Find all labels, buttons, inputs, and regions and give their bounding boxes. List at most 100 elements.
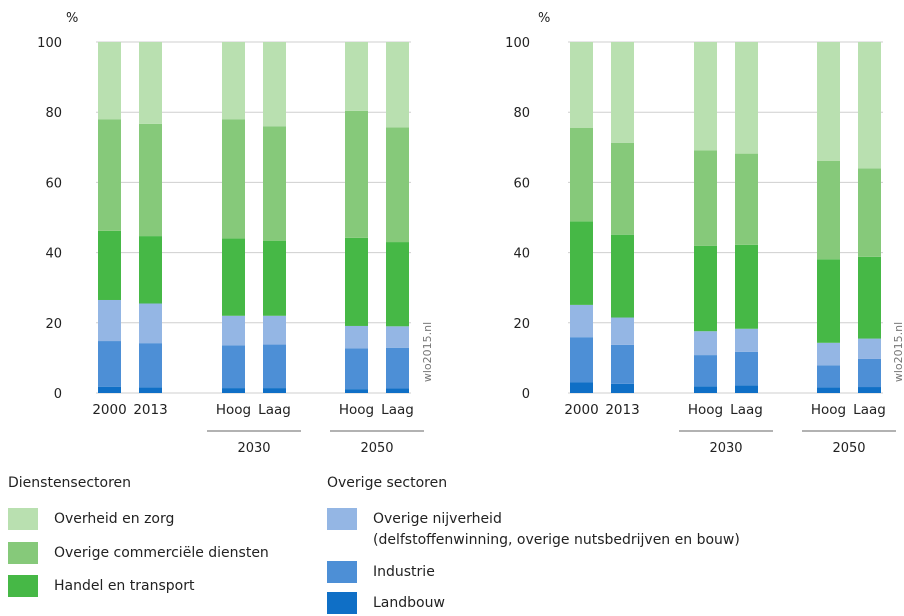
bar-segment-commercieel <box>611 142 634 235</box>
legend-diensten-title: Dienstensectoren <box>8 475 132 491</box>
x-category-label: Hoog <box>688 402 723 418</box>
bar-segment-handel <box>817 259 840 343</box>
y-unit-label: % <box>66 11 78 26</box>
legend-overige: Overige sectoren Overige nijverheid (del… <box>327 474 887 614</box>
bar-segment-handel <box>735 244 758 329</box>
legend-label: Overheid en zorg <box>54 511 175 527</box>
bar-segment-nijverheid <box>263 315 286 345</box>
x-category-label: Hoog <box>811 402 846 418</box>
bar-segment-landbouw <box>345 389 368 393</box>
bar-segment-landbouw <box>139 387 162 393</box>
legend-swatch-nijverheid <box>327 508 357 530</box>
bar-segment-overheid <box>611 42 634 143</box>
bar-segment-industrie <box>611 344 634 384</box>
y-tick-label: 100 <box>37 36 62 51</box>
y-tick-label: 60 <box>513 176 530 191</box>
source-label: wlo2015.nl <box>892 322 904 382</box>
legend-diensten: Dienstensectoren Overheid en zorg Overig… <box>8 474 308 599</box>
y-tick-label: 60 <box>45 176 62 191</box>
bar-segment-handel <box>611 234 634 318</box>
bar-segment-overheid <box>817 42 840 161</box>
x-category-label: Laag <box>853 402 886 418</box>
bar-segment-overheid <box>263 42 286 127</box>
bar-segment-landbouw <box>263 388 286 393</box>
y-tick-label: 40 <box>45 247 62 262</box>
bar-segment-landbouw <box>817 387 840 393</box>
bar-segment-nijverheid <box>386 326 409 348</box>
group-label: 2030 <box>237 441 270 456</box>
y-tick-label: 0 <box>522 387 530 402</box>
bar-segment-handel <box>139 236 162 304</box>
x-category-label: 2013 <box>605 402 639 418</box>
bar-segment-landbouw <box>570 382 593 393</box>
group-label: 2050 <box>360 441 393 456</box>
x-category-label: Laag <box>381 402 414 418</box>
legend-label: Overige nijverheid <box>373 511 502 527</box>
bar-segment-overheid <box>858 42 881 169</box>
legend-swatch-overheid <box>8 508 38 530</box>
bar-segment-industrie <box>570 337 593 383</box>
bar-segment-industrie <box>139 343 162 388</box>
bar-segment-overheid <box>222 42 245 120</box>
y-unit-label: % <box>538 11 550 26</box>
bar-segment-handel <box>386 242 409 327</box>
bar-segment-nijverheid <box>139 303 162 344</box>
bar-segment-nijverheid <box>735 328 758 352</box>
x-category-label: 2013 <box>133 402 167 418</box>
bar-segment-industrie <box>345 348 368 390</box>
charts-canvas: % 0 20 40 60 80 100 2000 2013 Hoog Laag Hoog Laag 203… <box>37 11 904 456</box>
bar-segment-industrie <box>817 365 840 388</box>
y-tick-label: 40 <box>513 247 530 262</box>
bar-segment-commercieel <box>139 123 162 237</box>
legend-swatch-landbouw <box>327 592 357 614</box>
legend-sublabel: (delfstoffenwinning, overige nutsbedrijv… <box>373 532 740 548</box>
legend-swatch-industrie <box>327 561 357 583</box>
bar-segment-nijverheid <box>694 331 717 356</box>
bar-segment-nijverheid <box>570 304 593 338</box>
legend-swatch-handel <box>8 575 38 597</box>
x-category-label: Laag <box>730 402 763 418</box>
bar-segment-landbouw <box>694 386 717 393</box>
bar-segment-commercieel <box>98 119 121 231</box>
bar-segment-commercieel <box>386 127 409 243</box>
y-tick-label: 0 <box>54 387 62 402</box>
bar-segment-nijverheid <box>611 317 634 345</box>
y-tick-label: 100 <box>505 36 530 51</box>
bar-segment-handel <box>263 240 286 316</box>
bar-segment-overheid <box>139 42 162 124</box>
y-tick-label: 20 <box>513 317 530 332</box>
bar-segment-industrie <box>98 341 121 387</box>
x-category-label: 2000 <box>564 402 598 418</box>
bar-segment-handel <box>98 230 121 300</box>
bar-segment-industrie <box>222 345 245 389</box>
bar-segment-landbouw <box>386 388 409 393</box>
group-label: 2050 <box>832 441 865 456</box>
bar-segment-nijverheid <box>858 338 881 359</box>
bar-segment-handel <box>222 238 245 316</box>
bar-segment-industrie <box>386 347 409 389</box>
group-label: 2030 <box>709 441 742 456</box>
bar-segment-commercieel <box>858 168 881 257</box>
bar-segment-nijverheid <box>98 299 121 342</box>
bar-segment-landbouw <box>858 387 881 393</box>
x-category-label: Hoog <box>339 402 374 418</box>
bar-segment-commercieel <box>817 160 840 260</box>
bar-segment-commercieel <box>694 150 717 246</box>
legend-label: Overige commerciële diensten <box>54 545 269 561</box>
x-category-label: Laag <box>258 402 291 418</box>
bar-segment-overheid <box>735 42 758 154</box>
bar-segment-commercieel <box>570 127 593 222</box>
bar-segment-landbouw <box>735 385 758 393</box>
bar-segment-overheid <box>386 42 409 128</box>
y-tick-label: 80 <box>45 106 62 121</box>
bar-segment-commercieel <box>222 119 245 239</box>
bar-segment-commercieel <box>735 153 758 245</box>
bar-segment-industrie <box>694 355 717 387</box>
bar-segment-commercieel <box>345 110 368 238</box>
bar-segment-industrie <box>735 351 758 386</box>
y-tick-label: 20 <box>45 317 62 332</box>
legend-overige-title: Overige sectoren <box>327 475 448 491</box>
x-category-label: Hoog <box>216 402 251 418</box>
legend-swatch-commercieel <box>8 542 38 564</box>
bar-segment-overheid <box>345 42 368 111</box>
